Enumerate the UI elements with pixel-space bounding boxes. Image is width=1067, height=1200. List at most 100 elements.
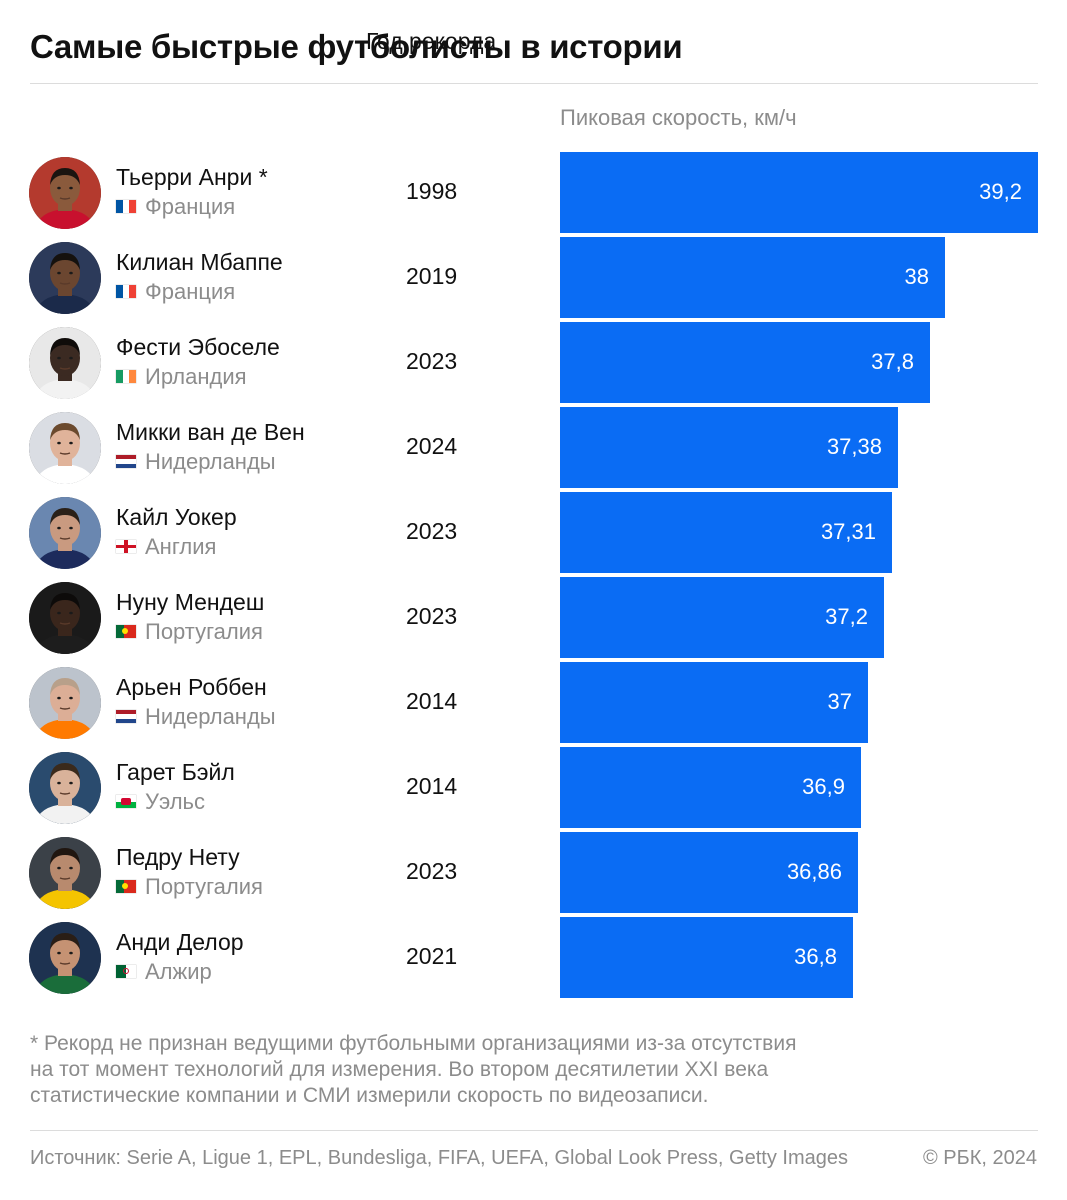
player-country: Ирландия <box>116 364 247 390</box>
speed-bar: 39,2 <box>560 152 1038 233</box>
bar-value-label: 36,8 <box>794 944 837 969</box>
netherlands-flag-icon <box>116 710 136 723</box>
source-text: Источник: Serie A, Ligue 1, EPL, Bundesl… <box>30 1147 848 1169</box>
speed-bar: 37,38 <box>560 407 898 488</box>
footnote-line: статистические компании и СМИ измерили с… <box>30 1084 709 1107</box>
bar-value-label: 36,9 <box>802 774 845 799</box>
chart-row: Фести Эбоселе Ирландия 2023 37,8 <box>0 320 1067 405</box>
chart-row: Анди Делор Алжир 2021 36,8 <box>0 915 1067 1000</box>
record-year: 1998 <box>406 178 458 204</box>
player-country: Уэльс <box>116 789 205 815</box>
bar-value-label: 36,86 <box>786 859 842 884</box>
speed-bar: 37,8 <box>560 322 930 403</box>
player-country: Англия <box>116 534 216 560</box>
player-name: Фести Эбоселе <box>116 334 280 360</box>
player-name: Микки ван де Вен <box>116 419 305 445</box>
bar-value-label: 37,38 <box>826 434 882 459</box>
record-year: 2023 <box>406 603 458 629</box>
speed-column-header: Пиковая скорость, км/ч <box>560 105 797 130</box>
bottom-divider <box>30 1130 1038 1131</box>
record-year: 2019 <box>406 263 458 289</box>
year-column-header: Год рекорда <box>366 28 497 54</box>
player-avatar <box>29 837 101 909</box>
player-name: Тьерри Анри * <box>116 164 268 190</box>
player-country: Франция <box>116 194 235 220</box>
copyright-text: © РБК, 2024 <box>922 1147 1037 1169</box>
speed-bar: 36,9 <box>560 747 861 828</box>
bar-value-label: 37,8 <box>871 349 914 374</box>
portugal-flag-icon <box>116 625 136 638</box>
country-name: Алжир <box>145 959 212 984</box>
record-year: 2023 <box>406 858 458 884</box>
portugal-flag-icon <box>116 880 136 893</box>
country-name: Англия <box>145 534 217 559</box>
bar-value-label: 37,2 <box>825 604 868 629</box>
speed-bar: 36,86 <box>560 832 858 913</box>
player-country: Франция <box>116 279 235 305</box>
player-avatar <box>29 412 101 484</box>
record-year: 2021 <box>406 943 458 969</box>
player-avatar <box>29 582 101 654</box>
england-flag-icon <box>116 540 136 553</box>
country-name: Нидерланды <box>145 704 276 729</box>
player-country: Нидерланды <box>116 449 276 475</box>
bar-value-label: 39,2 <box>979 179 1022 204</box>
player-avatar <box>29 497 101 569</box>
country-name: Франция <box>145 194 236 219</box>
player-country: Португалия <box>116 874 263 900</box>
footnote: * Рекорд не признан ведущими футбольными… <box>30 1031 1030 1109</box>
country-name: Франция <box>145 279 236 304</box>
chart-row: Гарет Бэйл Уэльс 2014 36,9 <box>0 745 1067 830</box>
country-name: Португалия <box>145 874 263 899</box>
speed-bar: 38 <box>560 237 945 318</box>
algeria-flag-icon <box>116 965 136 978</box>
country-name: Ирландия <box>145 364 247 389</box>
country-name: Португалия <box>145 619 263 644</box>
footnote-line: на тот момент технологий для измерения. … <box>30 1058 769 1081</box>
record-year: 2014 <box>406 773 458 799</box>
speed-bar: 37,31 <box>560 492 892 573</box>
france-flag-icon <box>116 285 136 298</box>
player-name: Килиан Мбаппе <box>116 249 283 275</box>
player-name: Анди Делор <box>116 929 244 955</box>
player-avatar <box>29 327 101 399</box>
player-name: Нуну Мендеш <box>116 589 265 615</box>
speed-bar: 36,8 <box>560 917 853 998</box>
player-country: Алжир <box>116 959 212 985</box>
top-divider <box>30 83 1038 84</box>
bar-value-label: 38 <box>904 264 929 289</box>
chart-row: Арьен Роббен Нидерланды 2014 37 <box>0 660 1067 745</box>
record-year: 2014 <box>406 688 458 714</box>
record-year: 2023 <box>406 348 458 374</box>
bar-value-label: 37 <box>827 689 852 714</box>
bar-value-label: 37,31 <box>820 519 876 544</box>
record-year: 2024 <box>406 433 458 459</box>
record-year: 2023 <box>406 518 458 544</box>
chart-title: Самые быстрые футболисты в истории <box>30 28 683 65</box>
footnote-line: * Рекорд не признан ведущими футбольными… <box>30 1032 797 1055</box>
ireland-flag-icon <box>116 370 136 383</box>
player-avatar <box>29 922 101 994</box>
player-name: Гарет Бэйл <box>116 759 235 785</box>
speed-bar: 37 <box>560 662 868 743</box>
player-country: Нидерланды <box>116 704 276 730</box>
chart-row: Педру Нету Португалия 2023 36,86 <box>0 830 1067 915</box>
chart-row: Нуну Мендеш Португалия 2023 37,2 <box>0 575 1067 660</box>
netherlands-flag-icon <box>116 455 136 468</box>
france-flag-icon <box>116 200 136 213</box>
player-avatar <box>29 242 101 314</box>
player-name: Арьен Роббен <box>116 674 267 700</box>
chart-row: Микки ван де Вен Нидерланды 2024 37,38 <box>0 405 1067 490</box>
country-name: Уэльс <box>145 789 206 814</box>
player-avatar <box>29 667 101 739</box>
chart-row: Килиан Мбаппе Франция 2019 38 <box>0 235 1067 320</box>
chart-row: Тьерри Анри * Франция 1998 39,2 <box>0 150 1067 235</box>
wales-flag-icon <box>116 795 136 808</box>
player-avatar <box>29 752 101 824</box>
speed-bar: 37,2 <box>560 577 884 658</box>
player-name: Кайл Уокер <box>116 504 237 530</box>
player-avatar <box>29 157 101 229</box>
chart-row: Кайл Уокер Англия 2023 37,31 <box>0 490 1067 575</box>
player-name: Педру Нету <box>116 844 240 870</box>
country-name: Нидерланды <box>145 449 276 474</box>
